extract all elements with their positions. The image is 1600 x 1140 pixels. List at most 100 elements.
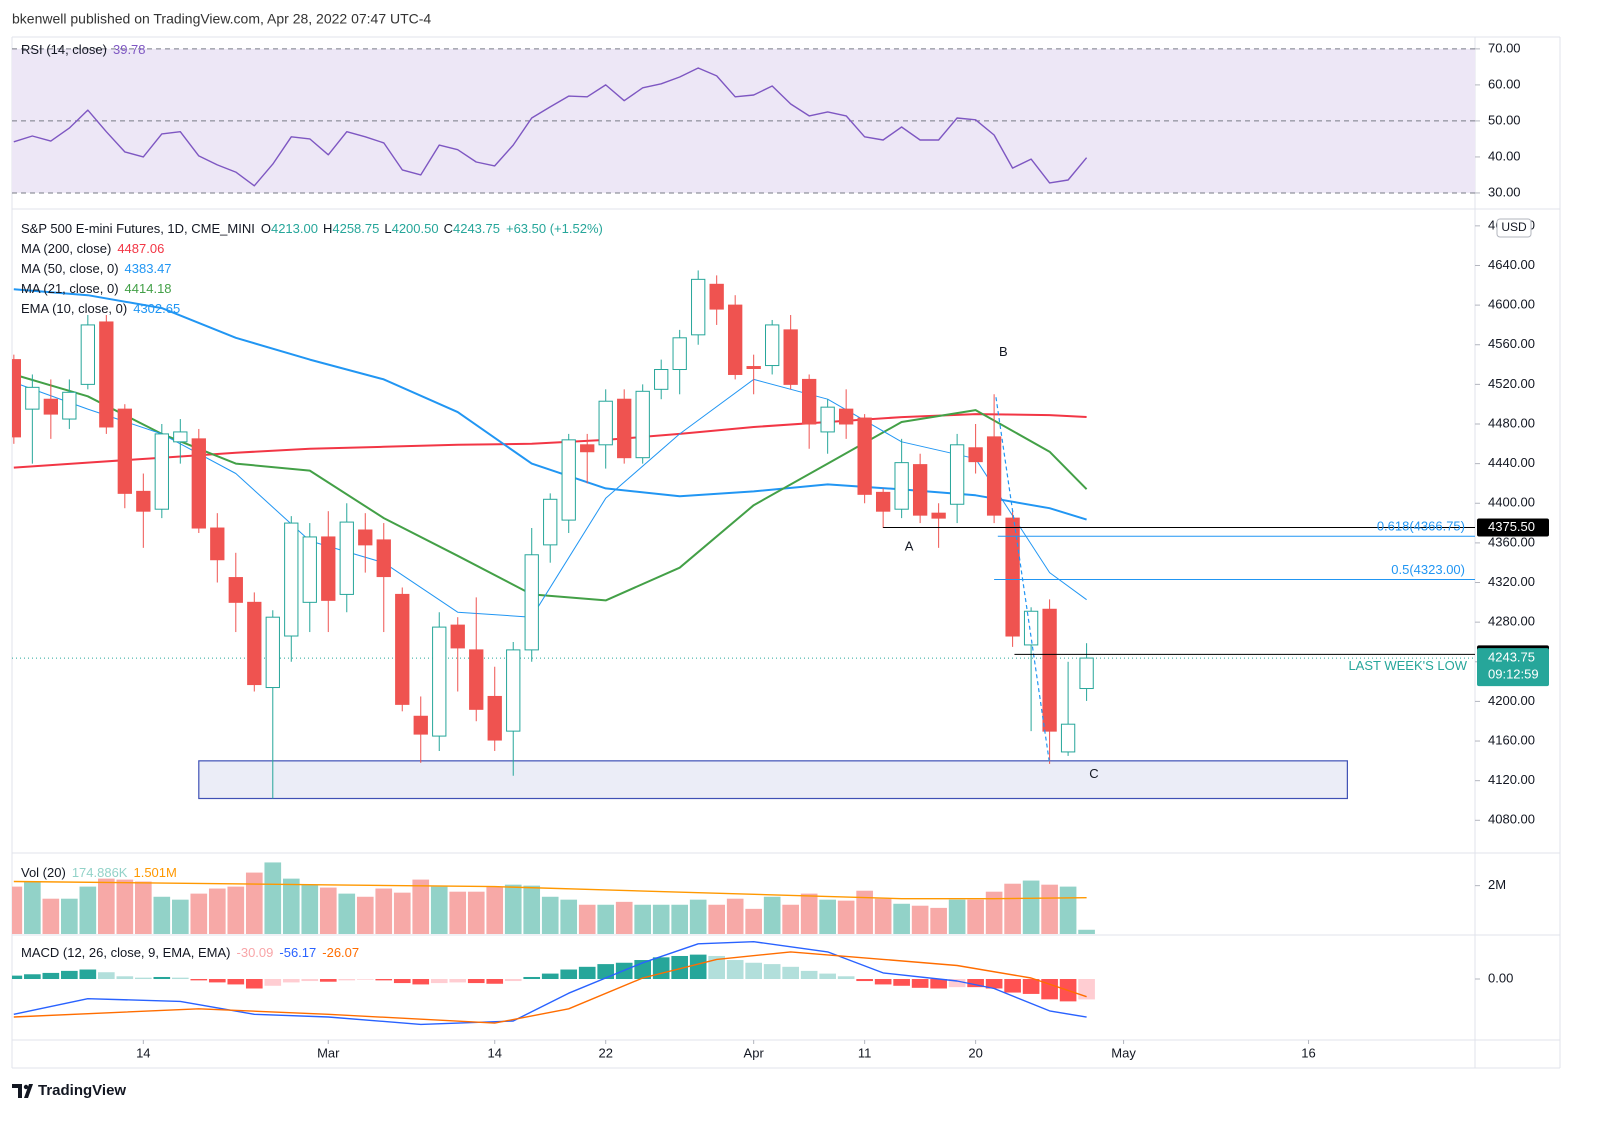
volume-bar <box>911 905 929 934</box>
candle-body <box>321 536 336 601</box>
candle-body <box>691 278 706 336</box>
volume-bar <box>61 898 78 934</box>
volume-bar <box>171 899 189 934</box>
macd-histogram-bar <box>486 979 504 984</box>
y-tick-label: 50.00 <box>1488 112 1521 127</box>
candle-body <box>1060 723 1076 753</box>
series-line <box>13 951 1087 1024</box>
candle-body <box>376 539 391 578</box>
volume-bar <box>948 899 966 934</box>
macd-histogram-bar <box>245 979 263 989</box>
macd-histogram-bar <box>874 979 892 985</box>
wave-label: A <box>905 538 914 553</box>
volume-bar <box>874 898 892 934</box>
candle-body <box>136 490 151 512</box>
volume-bar <box>486 886 504 934</box>
candle-body <box>450 624 465 649</box>
candle-body <box>838 408 854 425</box>
plot-area <box>12 48 1475 194</box>
x-tick-label: May <box>1111 1045 1136 1060</box>
level-label: 0.5(4323.00) <box>1391 562 1465 577</box>
volume-bar <box>1041 884 1058 934</box>
plot-area <box>12 941 1095 1026</box>
macd-histogram-bar <box>393 979 411 984</box>
legend-series-value: 1.501M <box>133 865 176 880</box>
series-name: MA (200, close) <box>21 241 111 256</box>
legend-value: 174.886K <box>72 865 128 880</box>
legend-series-value: -56.17 <box>279 945 316 960</box>
macd-histogram-bar <box>985 979 1003 989</box>
countdown-label: 09:12:59 <box>1488 667 1539 682</box>
macd-histogram-bar <box>708 955 726 980</box>
candle-body <box>617 398 632 459</box>
candle-body <box>12 359 22 438</box>
candle-body <box>432 626 447 737</box>
candle-body <box>598 400 613 446</box>
volume-bar <box>708 904 726 934</box>
candle-body <box>949 444 965 505</box>
macd-histogram-bar <box>671 955 689 980</box>
candle-body <box>894 462 909 510</box>
volume-bar <box>153 896 171 934</box>
candle-body <box>561 439 576 521</box>
volume-bar <box>116 879 134 934</box>
candle-body <box>802 378 817 425</box>
candle-body <box>1023 610 1039 646</box>
volume-bar <box>541 896 559 934</box>
macd-histogram-bar <box>763 964 781 980</box>
macd-histogram-bar <box>338 979 356 981</box>
series-name: MA (21, close, 0) <box>21 281 119 296</box>
y-tick-label: 70.00 <box>1488 40 1521 55</box>
candle-body <box>80 324 95 385</box>
candle-body <box>487 695 502 741</box>
y-tick-label: 4360.00 <box>1488 534 1535 549</box>
volume-bar <box>615 901 633 934</box>
y-tick-label: 4120.00 <box>1488 772 1535 787</box>
y-tick-label: 4160.00 <box>1488 732 1535 747</box>
volume-bar <box>560 899 578 934</box>
macd-histogram-bar <box>301 979 319 982</box>
legend-name: RSI (14, close) <box>21 42 107 57</box>
volume-bar <box>782 904 799 934</box>
x-tick-label: 22 <box>598 1045 612 1060</box>
volume-bar <box>190 893 208 934</box>
symbol-title: S&P 500 E-mini Futures, 1D, CME_MINI <box>21 221 255 236</box>
wave-label: B <box>999 344 1008 359</box>
volume-bar <box>893 903 910 934</box>
level-axis-label: 4375.50 <box>1488 519 1535 534</box>
series-legend: MA (21, close, 0) 4414.18 <box>21 281 172 296</box>
candle-body <box>783 329 798 385</box>
macd-histogram-bar <box>1022 979 1040 994</box>
candle-body <box>820 406 835 433</box>
macd-histogram-bar <box>42 972 60 980</box>
candle-body <box>191 438 206 529</box>
ohlc-value: 4200.50 <box>392 221 439 236</box>
candle-body <box>265 616 280 689</box>
candle-body <box>524 554 539 651</box>
volume-bar <box>319 887 337 934</box>
legend-name: MACD (12, 26, close, 9, EMA, EMA) <box>21 945 231 960</box>
macd-histogram-bar <box>227 979 245 985</box>
volume-bar <box>393 892 411 934</box>
volume-bar <box>930 907 947 934</box>
y-tick-label: 4600.00 <box>1488 297 1535 312</box>
volume-bar <box>98 878 115 934</box>
y-tick-label: 4400.00 <box>1488 495 1535 510</box>
volume-bar <box>745 908 762 934</box>
candle-body <box>543 498 558 546</box>
candle-body <box>339 521 354 595</box>
abc-pattern-line <box>995 397 1051 764</box>
volume-bar <box>967 899 984 934</box>
series-value: 4414.18 <box>125 281 172 296</box>
macd-histogram-bar <box>282 979 300 983</box>
candle-body <box>62 391 77 420</box>
macd-histogram-bar <box>430 979 448 984</box>
macd-histogram-bar <box>190 979 208 981</box>
candle-body <box>654 369 669 390</box>
volume-bar <box>634 904 652 934</box>
volume-bar <box>652 904 670 934</box>
macd-histogram-bar <box>171 977 189 980</box>
ohlc-key: H <box>323 221 332 236</box>
y-tick-label: 0.00 <box>1488 970 1513 985</box>
volume-bar <box>800 893 818 934</box>
